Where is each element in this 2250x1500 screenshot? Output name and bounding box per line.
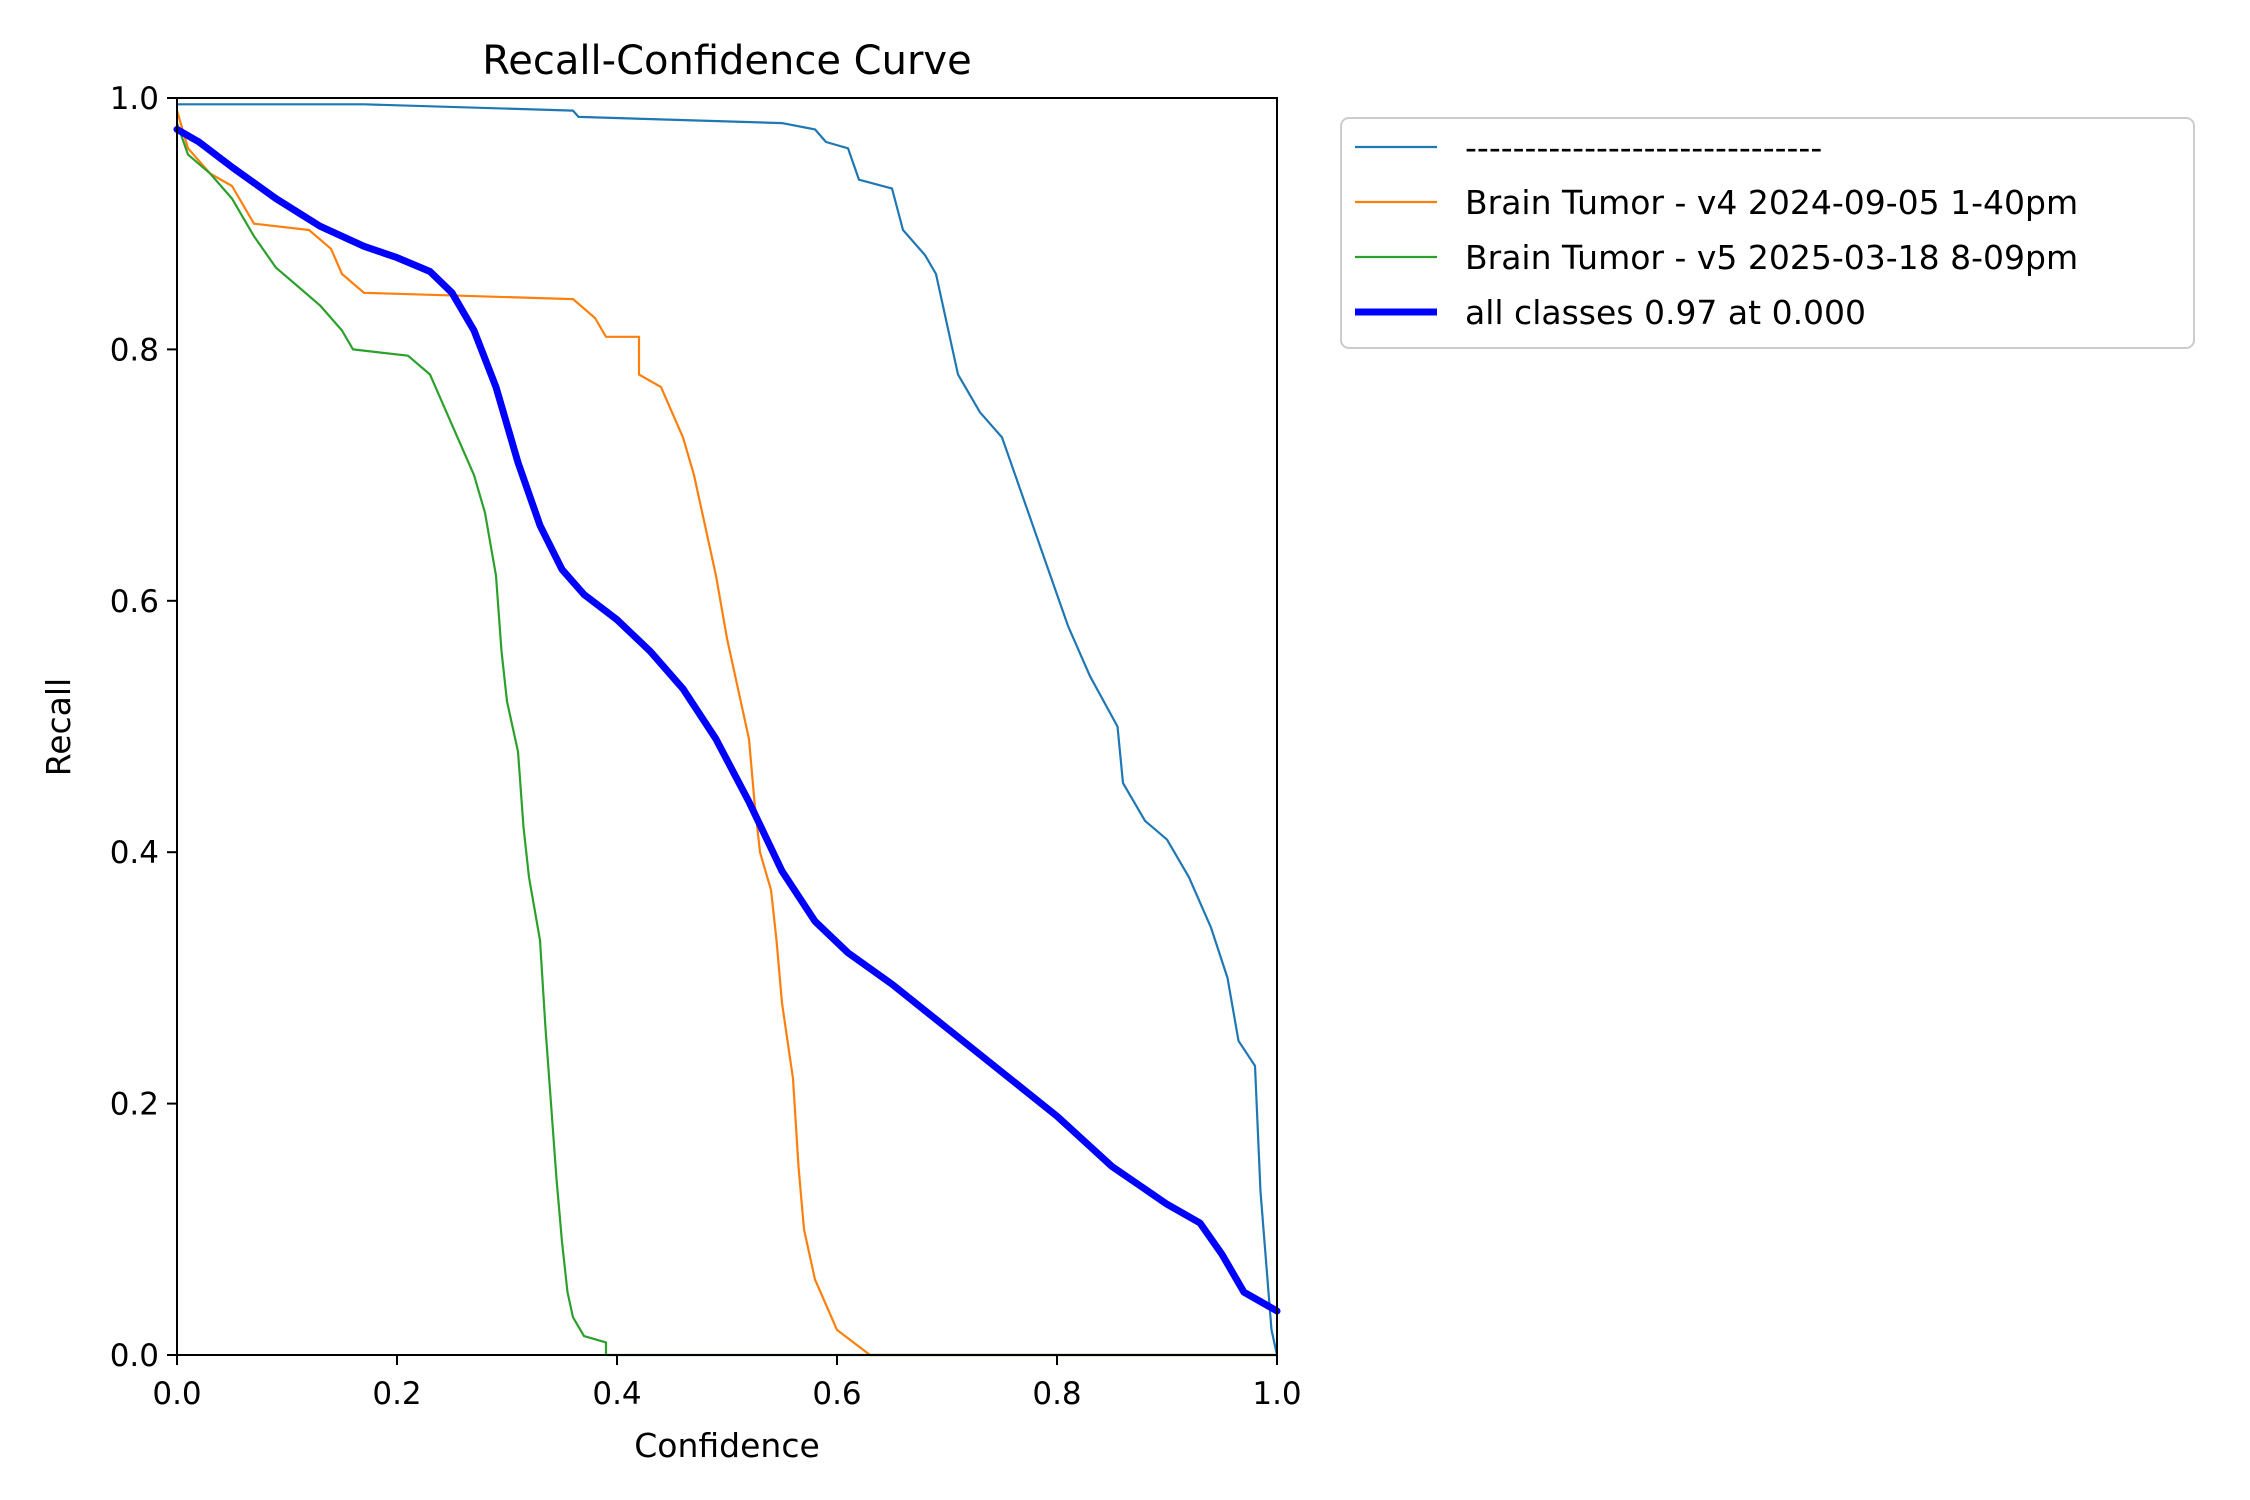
x-tick-label: 0.2 — [372, 1376, 421, 1412]
x-axis-ticks: 0.0 0.2 0.4 0.6 0.8 1.0 — [152, 1355, 1302, 1412]
y-tick-label: 0.0 — [110, 1338, 159, 1374]
legend-label-2: Brain Tumor - v4 2024-09-05 1-40pm — [1465, 183, 2078, 222]
x-tick-label: 0.6 — [812, 1376, 861, 1412]
legend-items: ------------------------------ Brain Tumo… — [1355, 128, 2078, 332]
x-axis-label: Confidence — [634, 1426, 820, 1465]
y-tick-label: 0.4 — [110, 835, 159, 871]
y-tick-label: 1.0 — [110, 81, 159, 117]
y-tick-label: 0.6 — [110, 584, 159, 620]
series-line-2 — [175, 109, 1279, 1357]
x-tick-label: 0.0 — [152, 1376, 201, 1412]
chart-title: Recall-Confidence Curve — [482, 38, 971, 84]
plot-frame — [176, 97, 1278, 1356]
series-line-4 — [173, 125, 1281, 1315]
x-tick-label: 0.8 — [1032, 1376, 1081, 1412]
legend-frame — [1340, 117, 2195, 349]
y-tick-label: 0.2 — [110, 1087, 159, 1123]
legend: ------------------------------ Brain Tumo… — [1340, 117, 2195, 349]
y-tick-label: 0.8 — [110, 332, 159, 368]
x-tick-label: 1.0 — [1252, 1376, 1301, 1412]
y-axis-label: Recall — [39, 678, 78, 776]
legend-label-4: all classes 0.97 at 0.000 — [1465, 293, 1866, 332]
y-axis-ticks: 0.0 0.2 0.4 0.6 0.8 1.0 — [110, 81, 177, 1374]
legend-label-3: Brain Tumor - v5 2025-03-18 8-09pm — [1465, 238, 2078, 277]
series-layer — [173, 103, 1281, 1357]
series-line-3 — [175, 122, 1279, 1357]
series-line-1 — [175, 103, 1279, 1357]
x-tick-label: 0.4 — [592, 1376, 641, 1412]
legend-label-1: ------------------------------ — [1465, 128, 1822, 167]
